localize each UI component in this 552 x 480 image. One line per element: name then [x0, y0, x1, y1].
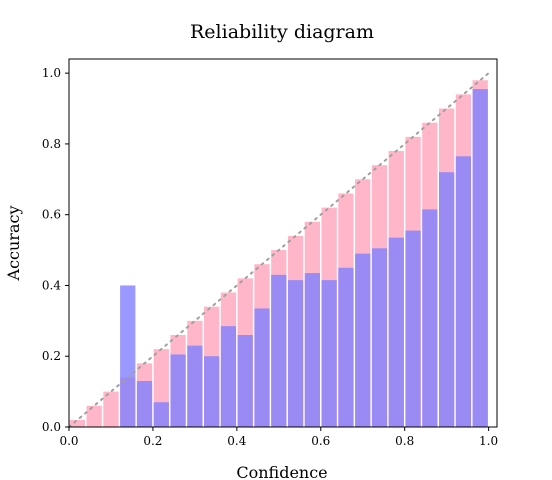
bar-series2-bin-4 [120, 285, 136, 427]
bar-series2-bin-12 [254, 308, 270, 427]
bar-series2-bin-22 [422, 209, 438, 427]
plot-area: 0.0 0.2 0.4 0.6 0.8 1.0 0.0 0.2 0.4 0.6 0.8 1.0 [42, 58, 498, 448]
bar-series2-bin-17 [338, 267, 354, 427]
x-tick-label-1: 0.2 [143, 434, 162, 448]
bar-series2-bin-11 [237, 335, 253, 427]
bar-series2-bin-25 [472, 89, 488, 428]
bar-series1-bin-3 [103, 391, 119, 427]
bar-series1-bin-2 [86, 405, 102, 427]
y-tick-label-1: 0.2 [42, 349, 61, 363]
x-tick-label-5: 1.0 [479, 434, 498, 448]
bar-series2-bin-13 [271, 274, 287, 427]
bar-series2-bin-9 [204, 356, 220, 427]
y-tick-label-2: 0.4 [42, 278, 61, 292]
plot-frame [68, 58, 498, 428]
bar-series2-bin-18 [355, 253, 371, 427]
y-tick-label-4: 0.8 [42, 137, 61, 151]
bar-series1-bin-1 [69, 419, 86, 427]
bar-series2-bin-19 [371, 248, 388, 427]
bar-series2-bin-14 [287, 280, 304, 427]
x-tick-label-3: 0.6 [311, 434, 330, 448]
x-axis-label: Confidence [236, 463, 327, 480]
x-tick-label-2: 0.4 [227, 434, 246, 448]
bar-series2-bin-23 [439, 172, 455, 427]
bar-series2-bin-20 [388, 237, 404, 427]
bar-series2-bin-5 [136, 381, 153, 427]
y-tick-label-3: 0.6 [42, 208, 61, 222]
bar-series2-bin-21 [405, 230, 421, 427]
y-tick-label-0: 0.0 [42, 420, 61, 434]
chart-title: Reliability diagram [190, 21, 374, 43]
y-tick-label-5: 1.0 [42, 66, 61, 80]
bar-series2-bin-16 [321, 280, 337, 427]
bar-series2-bin-8 [187, 345, 203, 427]
bar-series2-bin-10 [220, 326, 237, 427]
bar-series2-bin-24 [455, 156, 472, 428]
x-tick-label-4: 0.8 [395, 434, 414, 448]
x-tick-label-0: 0.0 [59, 434, 78, 448]
y-axis-label: Accuracy [4, 206, 23, 282]
bar-series2-bin-15 [304, 273, 321, 427]
diagonal-reference-line [68, 72, 490, 428]
bar-series2-bin-6 [153, 402, 169, 427]
bar-series2-bin-7 [170, 354, 186, 427]
